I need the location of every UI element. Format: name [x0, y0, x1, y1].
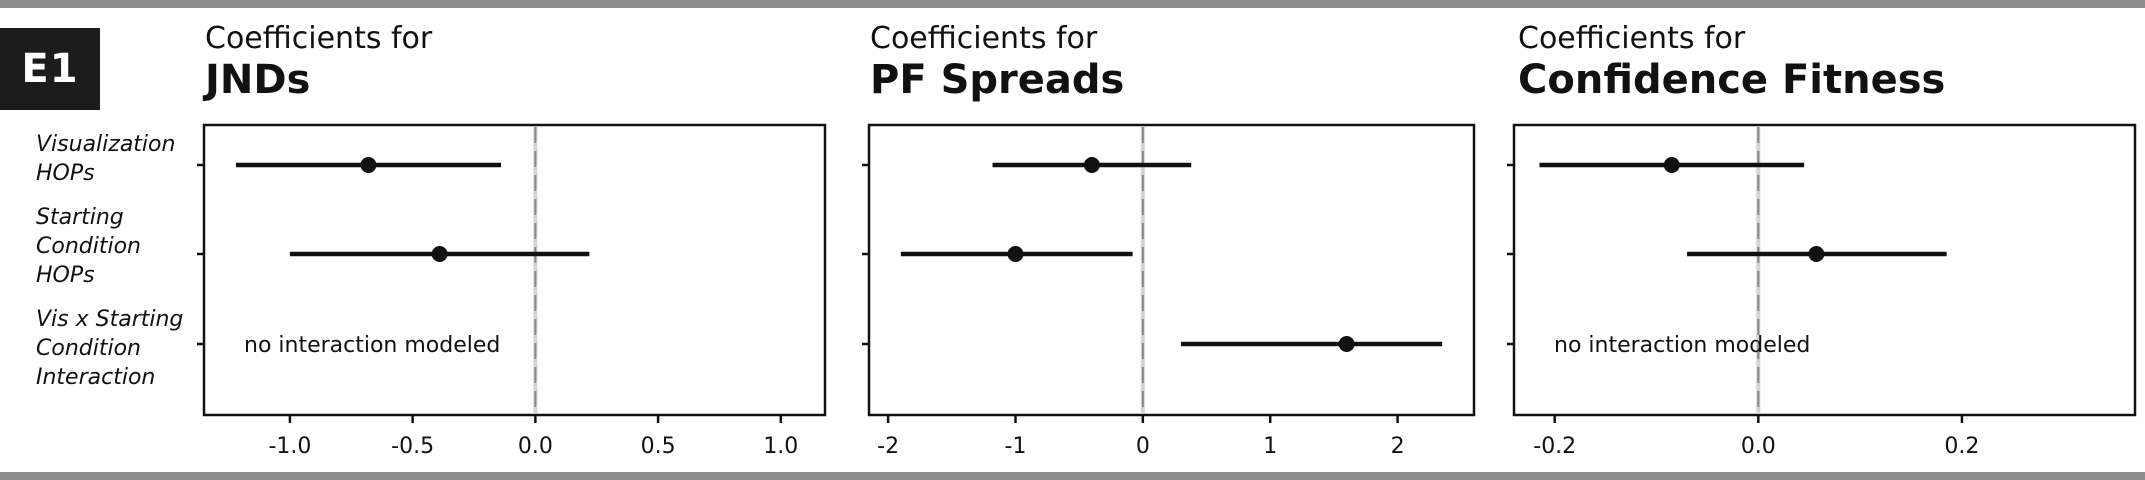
- panel-title-jnds: Coefficients for JNDs: [205, 22, 432, 104]
- panel-title-prefix: Coefficients for: [870, 21, 1098, 56]
- row-label-line: Condition: [36, 234, 141, 259]
- x-tick-label: 0.0: [1741, 434, 1776, 459]
- x-tick-label: -1: [1005, 434, 1027, 459]
- plot-frame: [867, 123, 1476, 417]
- row-label-line: Vis x Starting: [36, 307, 184, 332]
- estimate-point: [1338, 336, 1355, 352]
- estimate-point: [431, 246, 448, 262]
- panel-title-pf-spreads: Coefficients for PF Spreads: [870, 22, 1124, 104]
- plot-frame: [202, 123, 827, 417]
- panel-title-main: Confidence Fitness: [1518, 57, 1946, 103]
- top-rule: [0, 0, 2145, 8]
- x-tick-label: -0.2: [1533, 434, 1576, 459]
- x-tick-label: 1: [1263, 434, 1277, 459]
- panel-title-prefix: Coefficients for: [1518, 21, 1746, 56]
- row-label-line: Visualization: [36, 132, 176, 157]
- x-tick-label: 0.0: [518, 434, 553, 459]
- row-label-line: Interaction: [36, 365, 156, 390]
- row-label-line: HOPs: [36, 161, 95, 186]
- panel-title-main: PF Spreads: [870, 57, 1125, 103]
- estimate-point: [1808, 246, 1825, 262]
- x-tick-label: -2: [877, 434, 899, 459]
- x-tick-label: 0.5: [641, 434, 676, 459]
- x-tick-label: -0.5: [391, 434, 434, 459]
- estimate-point: [1007, 246, 1024, 262]
- estimate-point: [360, 157, 377, 173]
- panel-title-main: JNDs: [205, 57, 311, 103]
- no-interaction-note: no interaction modeled: [1554, 333, 1810, 358]
- x-tick-label: 0: [1136, 434, 1150, 459]
- row-label-starting-condition-hops: Starting Condition HOPs: [36, 203, 196, 290]
- x-tick-label: 0.2: [1944, 434, 1979, 459]
- row-label-interaction: Vis x Starting Condition Interaction: [36, 305, 196, 392]
- no-interaction-note: no interaction modeled: [244, 333, 500, 358]
- row-label-visualization-hops: Visualization HOPs: [36, 130, 196, 188]
- x-tick-label: 2: [1391, 434, 1405, 459]
- panel-title-prefix: Coefficients for: [205, 21, 433, 56]
- panel-title-confidence-fitness: Coefficients for Confidence Fitness: [1518, 22, 1945, 104]
- estimate-point: [1663, 157, 1680, 173]
- estimate-point: [1083, 157, 1100, 173]
- figure-badge: E1: [0, 28, 100, 110]
- row-label-line: Condition: [36, 336, 141, 361]
- row-label-line: HOPs: [36, 263, 95, 288]
- plot-frame: [1512, 123, 2137, 417]
- row-label-line: Starting: [36, 205, 124, 230]
- x-tick-label: 1.0: [763, 434, 798, 459]
- bottom-rule: [0, 472, 2145, 480]
- x-tick-label: -1.0: [268, 434, 311, 459]
